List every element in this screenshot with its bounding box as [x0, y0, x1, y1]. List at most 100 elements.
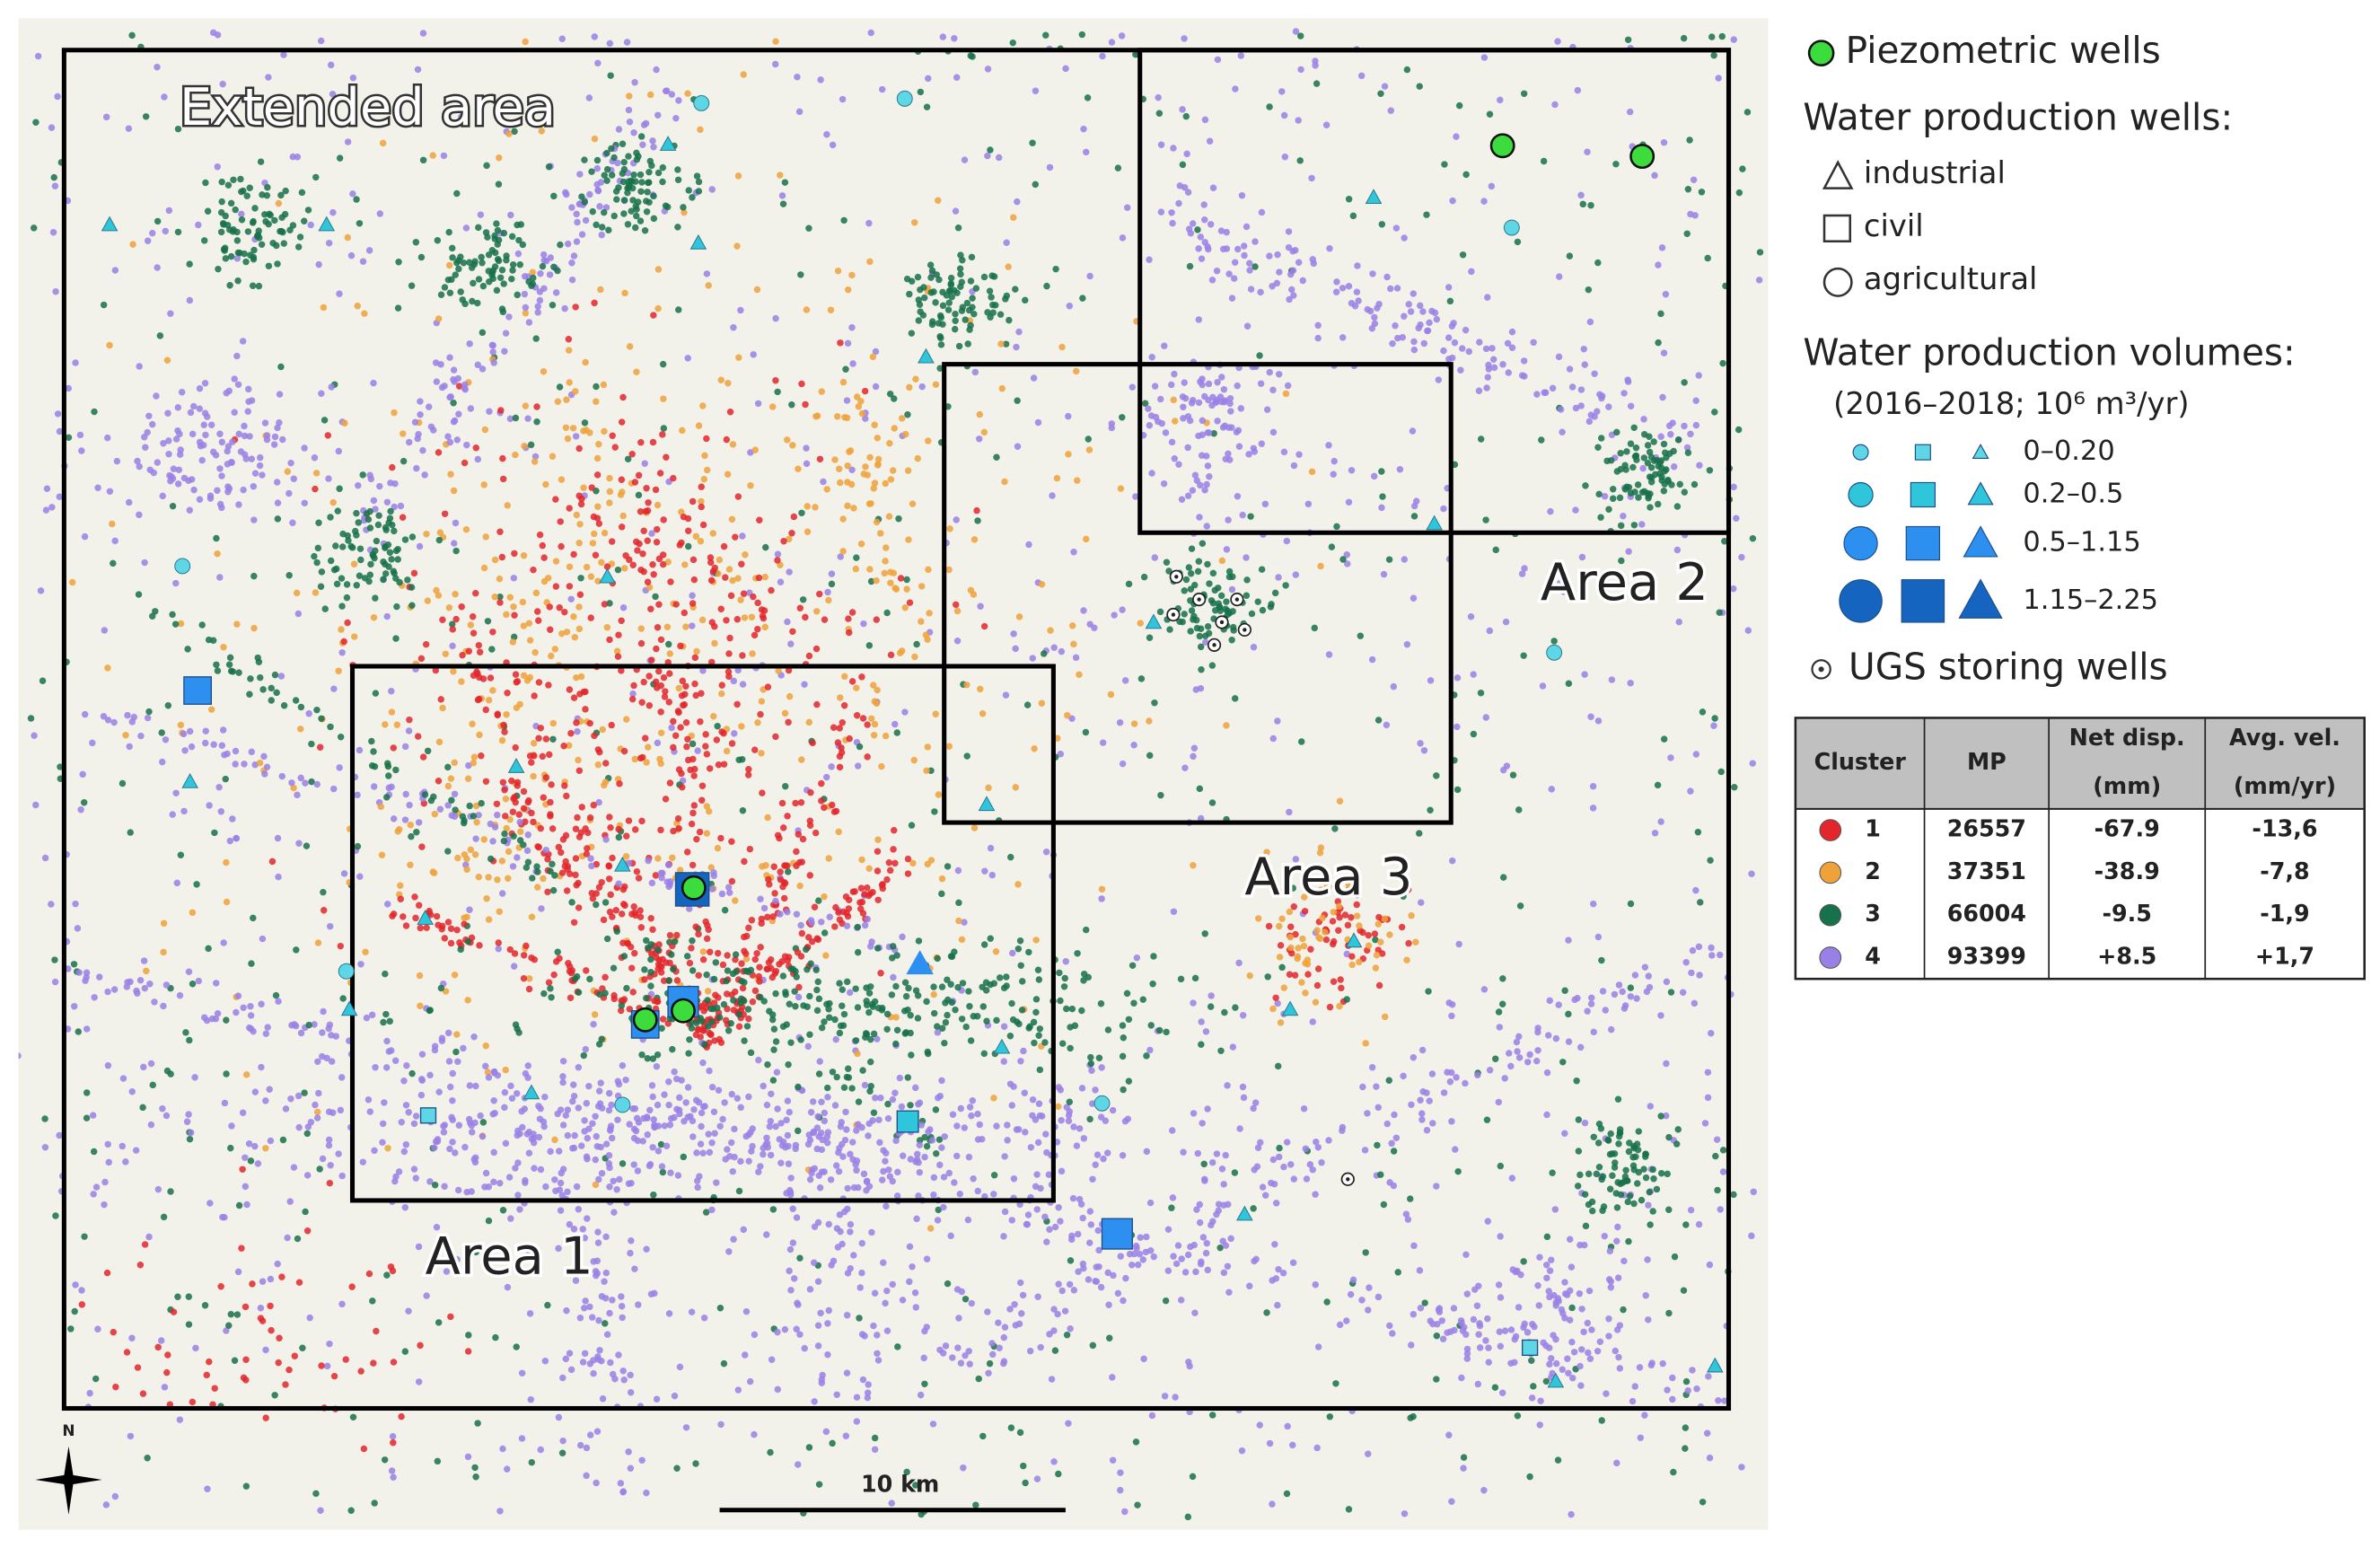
deformation-point	[327, 61, 335, 69]
deformation-point	[400, 457, 408, 465]
deformation-point	[848, 609, 856, 616]
deformation-point	[843, 397, 851, 404]
deformation-point	[940, 1203, 947, 1211]
deformation-point	[879, 1176, 886, 1183]
deformation-point	[582, 706, 589, 713]
deformation-point	[312, 485, 319, 493]
deformation-point	[1104, 1149, 1111, 1157]
deformation-point	[1284, 382, 1292, 390]
deformation-point	[226, 837, 234, 845]
deformation-point	[938, 1144, 945, 1151]
deformation-point	[961, 919, 968, 926]
deformation-point	[1246, 1282, 1253, 1289]
deformation-point	[1489, 345, 1496, 352]
deformation-point	[556, 1186, 564, 1193]
deformation-point	[1580, 346, 1587, 353]
deformation-point	[398, 1119, 405, 1126]
deformation-point	[1455, 940, 1462, 948]
deformation-point	[561, 782, 568, 789]
deformation-point	[458, 678, 465, 685]
deformation-point	[745, 1131, 752, 1139]
deformation-point	[1712, 1152, 1719, 1160]
deformation-point	[921, 1380, 928, 1388]
deformation-point	[953, 74, 961, 81]
deformation-point	[951, 1179, 958, 1186]
deformation-point	[268, 858, 277, 866]
deformation-point	[1151, 383, 1159, 390]
deformation-point	[175, 466, 183, 474]
deformation-point	[461, 1143, 469, 1151]
deformation-point	[1673, 503, 1682, 510]
deformation-point	[1502, 618, 1510, 626]
deformation-point	[653, 539, 661, 546]
deformation-point	[559, 1073, 566, 1080]
deformation-point	[798, 509, 805, 517]
deformation-point	[713, 736, 721, 743]
deformation-point	[818, 1146, 826, 1154]
deformation-point	[1202, 1028, 1210, 1035]
deformation-point	[631, 1265, 638, 1272]
deformation-point	[1273, 279, 1281, 287]
deformation-point	[432, 1138, 440, 1146]
deformation-point	[140, 1063, 147, 1071]
deformation-point	[868, 715, 875, 723]
deformation-point	[1322, 928, 1329, 936]
deformation-point	[801, 681, 808, 688]
deformation-point	[1344, 560, 1351, 567]
deformation-point	[925, 75, 932, 83]
deformation-point	[313, 780, 321, 788]
deformation-point	[1589, 782, 1597, 790]
deformation-point	[1385, 556, 1393, 563]
deformation-point	[1250, 1205, 1257, 1212]
deformation-point	[439, 704, 446, 712]
deformation-point	[449, 1069, 456, 1077]
deformation-point	[430, 793, 437, 801]
deformation-point	[717, 605, 725, 612]
deformation-point	[795, 983, 803, 991]
deformation-point	[1616, 1365, 1624, 1372]
deformation-point	[1199, 381, 1206, 389]
deformation-point	[721, 906, 729, 914]
deformation-point	[328, 1058, 336, 1065]
deformation-point	[694, 1025, 701, 1033]
deformation-point	[666, 650, 673, 657]
deformation-point	[450, 668, 457, 675]
deformation-point	[1272, 1200, 1280, 1207]
deformation-point	[914, 454, 921, 462]
deformation-point	[940, 1174, 948, 1181]
deformation-point	[320, 1007, 327, 1016]
deformation-point	[1601, 492, 1609, 500]
deformation-point	[1204, 1105, 1211, 1113]
deformation-point	[925, 566, 932, 574]
deformation-point	[1473, 1302, 1481, 1309]
deformation-point	[1314, 1144, 1322, 1151]
deformation-point	[879, 85, 886, 93]
deformation-point	[839, 1153, 847, 1160]
deformation-point	[575, 444, 583, 453]
deformation-point	[798, 380, 805, 388]
deformation-point	[621, 565, 628, 572]
deformation-point	[1614, 1274, 1622, 1281]
deformation-point	[741, 614, 749, 621]
deformation-point	[1037, 1343, 1044, 1351]
deformation-point	[1114, 1289, 1122, 1297]
deformation-point	[257, 673, 264, 682]
deformation-point	[1655, 339, 1662, 347]
deformation-point	[1186, 262, 1194, 270]
deformation-point	[501, 1104, 508, 1112]
deformation-point	[598, 1358, 605, 1365]
deformation-point	[275, 199, 283, 207]
deformation-point	[816, 1184, 824, 1192]
deformation-point	[1686, 590, 1693, 597]
deformation-point	[794, 73, 801, 81]
deformation-point	[605, 1160, 613, 1167]
deformation-point	[1275, 922, 1283, 930]
deformation-point	[670, 717, 677, 726]
deformation-point	[54, 410, 62, 418]
deformation-point	[450, 400, 457, 407]
deformation-point	[570, 1081, 577, 1088]
deformation-point	[417, 1002, 424, 1009]
deformation-point	[870, 1109, 878, 1116]
deformation-point	[1066, 1280, 1074, 1289]
deformation-point	[793, 910, 801, 918]
